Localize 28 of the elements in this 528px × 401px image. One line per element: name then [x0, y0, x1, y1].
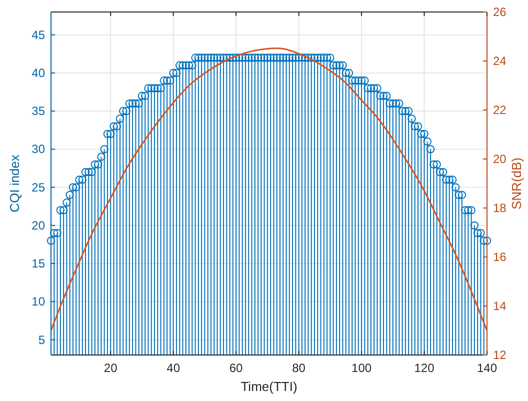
x-tick-label: 20 — [104, 361, 118, 375]
y-tick-label: 10 — [32, 294, 46, 309]
y-tick-label: 45 — [32, 28, 46, 42]
y2-tick-label: 14 — [493, 299, 507, 313]
y2-tick-label: 16 — [493, 250, 507, 264]
y2-axis-title: SNR(dB) — [509, 157, 524, 210]
x-tick-label: 40 — [166, 361, 180, 375]
y-tick-label: 25 — [32, 180, 46, 194]
y-tick-label: 35 — [32, 104, 46, 118]
y2-tick-label: 22 — [493, 103, 507, 117]
x-tick-label: 80 — [292, 361, 306, 375]
y-axis-title: CQI index — [7, 154, 22, 212]
y2-tick-label: 26 — [493, 5, 507, 19]
y-tick-label: 15 — [32, 256, 46, 271]
x-tick-label: 100 — [352, 361, 372, 375]
y-tick-label: 40 — [32, 66, 46, 80]
x-tick-label: 60 — [229, 361, 244, 375]
y-tick-label: 30 — [32, 142, 46, 156]
y-tick-label: 5 — [38, 332, 46, 347]
y-tick-label: 20 — [32, 218, 46, 232]
x-tick-label: 140 — [476, 361, 498, 375]
y2-tick-label: 18 — [493, 201, 507, 215]
y2-tick-label: 24 — [493, 54, 507, 68]
y2-tick-label: 20 — [493, 152, 507, 166]
line-series — [50, 48, 488, 332]
y2-tick-label: 12 — [493, 348, 507, 362]
x-axis-title: Time(TTI) — [240, 379, 298, 394]
x-tick-label: 120 — [414, 361, 435, 375]
